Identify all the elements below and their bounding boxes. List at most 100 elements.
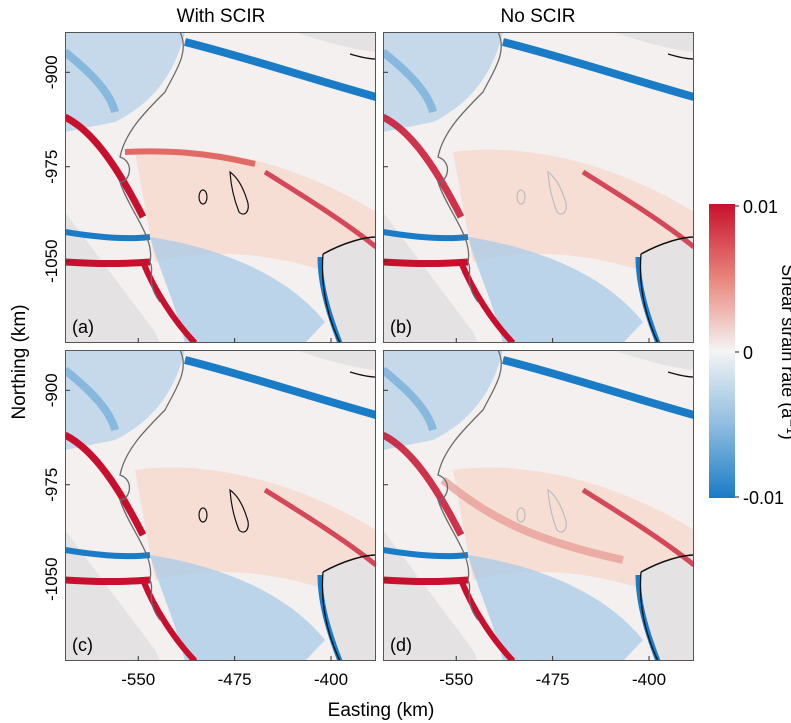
panel-c: (c)	[65, 350, 376, 661]
panel-label: (a)	[72, 317, 94, 337]
land-mask-top-right	[295, 32, 376, 52]
column-title-no-scir: No SCIR	[501, 6, 576, 27]
shear-margin-top	[184, 356, 376, 419]
y-tick-label: -900	[42, 55, 61, 89]
shear-margin-blue-left	[65, 547, 151, 560]
shear-margin-blue-left	[383, 547, 469, 560]
y-tick-label: -900	[42, 373, 61, 407]
shear-margin-lower-left-2	[458, 260, 516, 343]
land-mask-lower-right	[322, 555, 376, 661]
shear-margin-lower-left	[383, 258, 469, 267]
x-axis-label: Easting (km)	[328, 700, 435, 721]
grounding-line-left	[437, 32, 502, 303]
shear-band-upper-left	[383, 366, 437, 432]
shear-margin-left	[65, 431, 147, 537]
shear-margin-lower-left	[65, 258, 151, 267]
grounding-line-top-right	[667, 371, 694, 378]
colorbar-tick-label-max: 0.01	[743, 197, 778, 217]
shear-margin-left	[383, 113, 465, 219]
grounding-line-left	[437, 350, 502, 621]
ice-rise-small	[198, 189, 208, 205]
shear-band-center	[124, 148, 256, 167]
grounding-line-right	[322, 236, 376, 255]
column-title-with-scir: With SCIR	[177, 6, 266, 27]
land-mask-lower-right	[322, 237, 376, 343]
shear-margin-lower-left	[65, 576, 151, 585]
shear-margin-top	[502, 356, 694, 419]
ice-rise-outline	[229, 170, 249, 215]
panel-label: (d)	[390, 635, 412, 655]
grounding-line-right	[322, 554, 376, 573]
x-tick-label: -475	[536, 670, 570, 689]
panel-label: (b)	[390, 317, 412, 337]
land-mask-lower-left	[383, 212, 478, 343]
field-region-lower	[468, 555, 643, 661]
colorbar-label: Shear strain rate (a⁻¹)	[778, 264, 791, 440]
shear-margin-lower-left-2	[458, 578, 516, 661]
shear-band-upper-left	[65, 366, 119, 432]
land-mask-lower-left	[65, 212, 160, 343]
shear-band-upper-left	[65, 48, 119, 114]
y-tick-label: -975	[42, 150, 61, 184]
x-tick-label: -550	[439, 670, 473, 689]
grounding-line-top-right	[349, 371, 376, 378]
shear-margin-blue-left	[65, 229, 151, 242]
x-tick-label: -400	[632, 670, 666, 689]
y-tick-label: -1050	[42, 239, 61, 282]
grounding-line-left	[119, 32, 184, 303]
colorbar-gradient	[709, 204, 735, 498]
x-tick-labels: -550 -475 -400 -550 -475 -400	[121, 670, 666, 689]
field-region-center	[453, 467, 694, 610]
field-region-upper-left	[65, 350, 185, 450]
shear-margin-lower-left	[383, 576, 469, 585]
field-region-lower	[150, 237, 325, 343]
grounding-line-left	[119, 350, 184, 621]
field-region-upper-left	[383, 350, 503, 450]
grounding-line-top-right	[667, 53, 694, 60]
field-region-upper-left	[383, 32, 503, 132]
land-mask-top-right	[295, 350, 376, 370]
shear-band-upper-left	[383, 48, 437, 114]
ice-rise-small	[516, 189, 526, 205]
y-tick-label: -1050	[42, 557, 61, 600]
x-tick-label: -400	[314, 670, 348, 689]
shear-margin-top	[184, 38, 376, 101]
land-mask-lower-right	[640, 555, 694, 661]
shear-margin-left	[383, 431, 465, 537]
y-tick-labels: -900 -975 -1050 -900 -975 -1050	[42, 55, 61, 601]
ice-rise-small	[198, 507, 208, 523]
panel-frame	[65, 350, 376, 661]
land-mask-top-right	[613, 32, 694, 52]
ice-rise-small	[516, 507, 526, 523]
grounding-line-right-2	[639, 571, 659, 661]
panel-grid: (a) (b) (c) (d)	[65, 32, 694, 661]
grounding-line-top-right	[349, 53, 376, 60]
shear-margin-top	[502, 38, 694, 101]
colorbar-tick-label-min: -0.01	[743, 488, 784, 508]
ice-rise-outline	[547, 488, 567, 533]
grounding-line-right-2	[639, 253, 659, 343]
shear-margin-lower-left-2	[140, 260, 198, 343]
field-region-center	[135, 149, 376, 292]
field-region-center	[135, 467, 376, 610]
panel-frame	[383, 32, 694, 343]
field-region-upper-left	[65, 32, 185, 132]
shear-margin-blue-left	[383, 229, 469, 242]
shear-band-diagonal	[440, 476, 624, 564]
x-tick-label: -550	[121, 670, 155, 689]
panel-b: (b)	[383, 32, 694, 343]
grounding-line-right-2	[321, 571, 341, 661]
land-mask-lower-left	[383, 530, 478, 661]
x-tick-label: -475	[218, 670, 252, 689]
land-mask-lower-left	[65, 530, 160, 661]
shear-margin-left	[65, 113, 147, 219]
ice-rise-outline	[547, 170, 567, 215]
panel-a: (a)	[65, 32, 376, 343]
grounding-line-right	[640, 554, 694, 573]
land-mask-lower-right	[640, 237, 694, 343]
panel-label: (c)	[72, 635, 93, 655]
ice-rise-outline	[229, 488, 249, 533]
panel-frame	[383, 350, 694, 661]
grounding-line-right-2	[321, 253, 341, 343]
